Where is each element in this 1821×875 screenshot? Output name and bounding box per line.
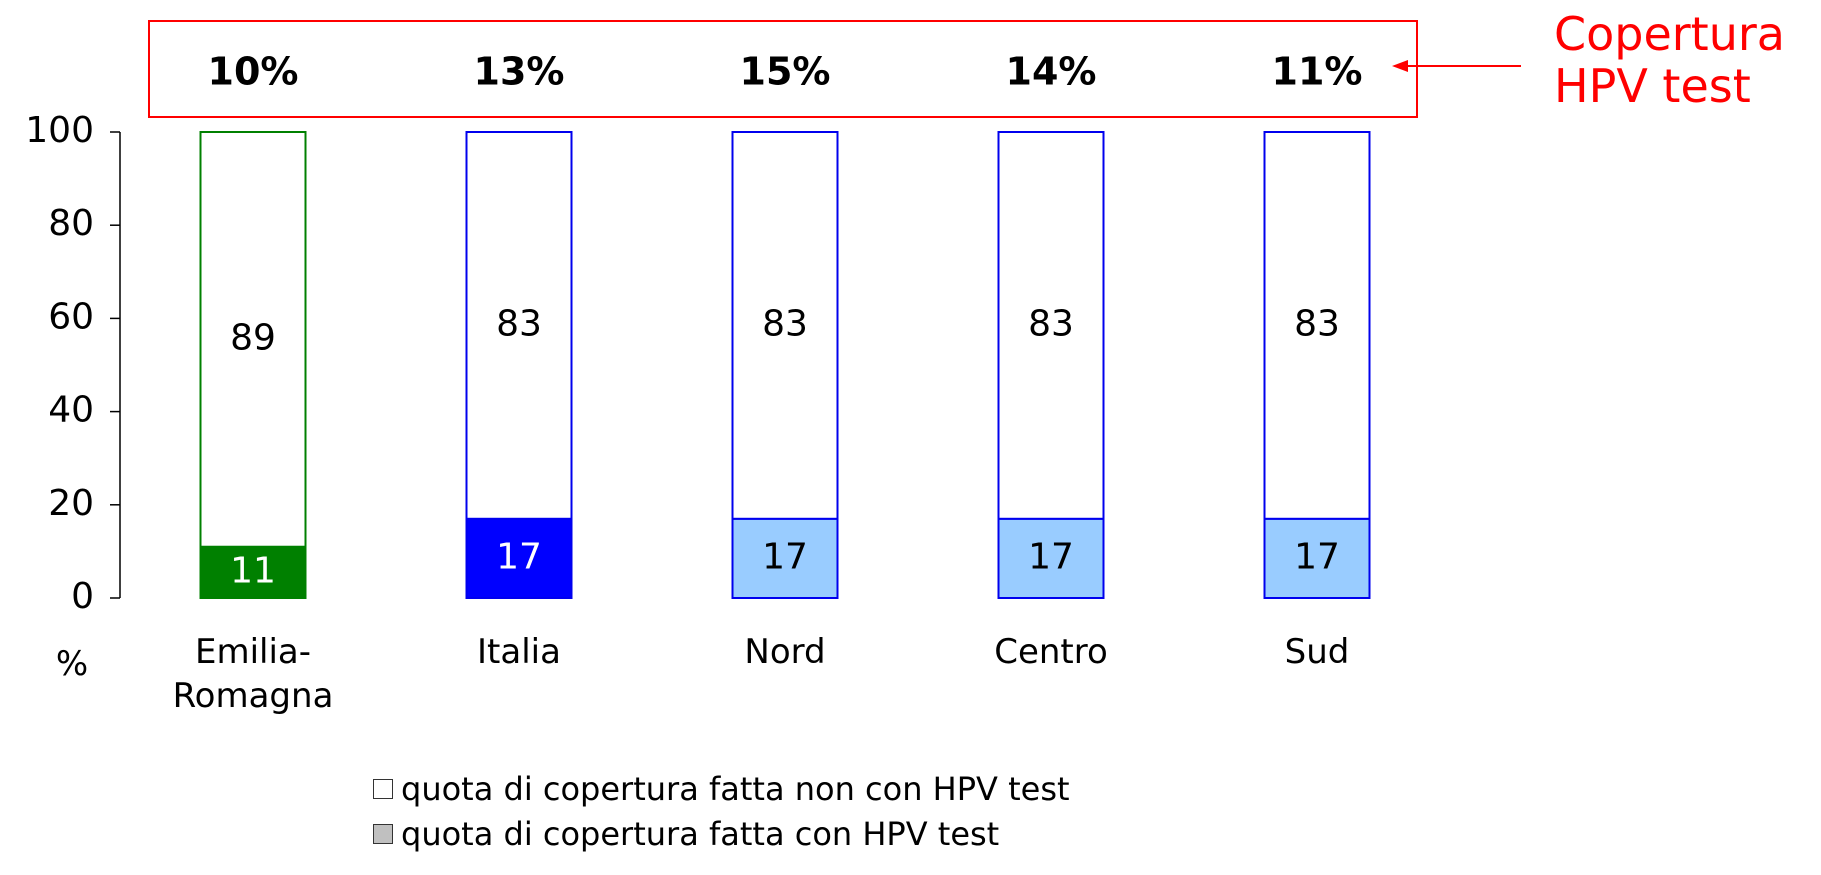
legend-label: quota di copertura fatta con HPV test — [401, 815, 1000, 853]
coverage-label: 11% — [1272, 50, 1363, 94]
legend-entry: quota di copertura fatta non con HPV tes… — [373, 770, 1070, 808]
data-label: 83 — [496, 303, 542, 344]
x-tick-label: Sud — [1284, 632, 1350, 672]
bar-segment — [1263, 517, 1371, 600]
data-label: 83 — [1294, 303, 1340, 344]
data-label: 17 — [496, 536, 542, 577]
legend-entry: quota di copertura fatta con HPV test — [373, 815, 999, 853]
coverage-box — [148, 20, 1418, 118]
y-axis-label: % — [55, 644, 89, 684]
legend-swatch — [373, 824, 393, 844]
y-tick-label: 0 — [71, 576, 94, 617]
bar-segment — [997, 131, 1105, 520]
data-label: 83 — [762, 303, 808, 344]
annotation: Copertura HPV test — [1554, 7, 1785, 113]
x-tick-label: Centro — [994, 632, 1108, 672]
bar-segment — [731, 131, 839, 520]
x-tick-label: Italia — [477, 632, 561, 672]
data-label: 17 — [1294, 536, 1340, 577]
bar-segment — [465, 131, 573, 520]
bar-segment — [997, 517, 1105, 600]
coverage-label: 13% — [474, 50, 565, 94]
data-label: 17 — [762, 536, 808, 577]
bar-segment — [199, 131, 307, 548]
y-tick-label: 60 — [48, 296, 94, 337]
annotation-arrowhead — [1392, 60, 1408, 72]
x-tick-label: Emilia- Romagna — [172, 632, 334, 716]
legend-label: quota di copertura fatta non con HPV tes… — [401, 770, 1070, 808]
y-tick-label: 100 — [25, 110, 94, 151]
coverage-label: 15% — [740, 50, 831, 94]
data-label: 11 — [230, 550, 276, 591]
legend-swatch — [373, 779, 393, 799]
bar-segment — [199, 545, 307, 599]
data-label: 17 — [1028, 536, 1074, 577]
y-tick-label: 80 — [48, 203, 94, 244]
y-tick-label: 40 — [48, 390, 94, 431]
coverage-label: 14% — [1006, 50, 1097, 94]
y-tick-label: 20 — [48, 483, 94, 524]
x-tick-label: Nord — [744, 632, 826, 672]
bar-segment — [1263, 131, 1371, 520]
data-label: 83 — [1028, 303, 1074, 344]
coverage-label: 10% — [208, 50, 299, 94]
data-label: 89 — [230, 317, 276, 358]
